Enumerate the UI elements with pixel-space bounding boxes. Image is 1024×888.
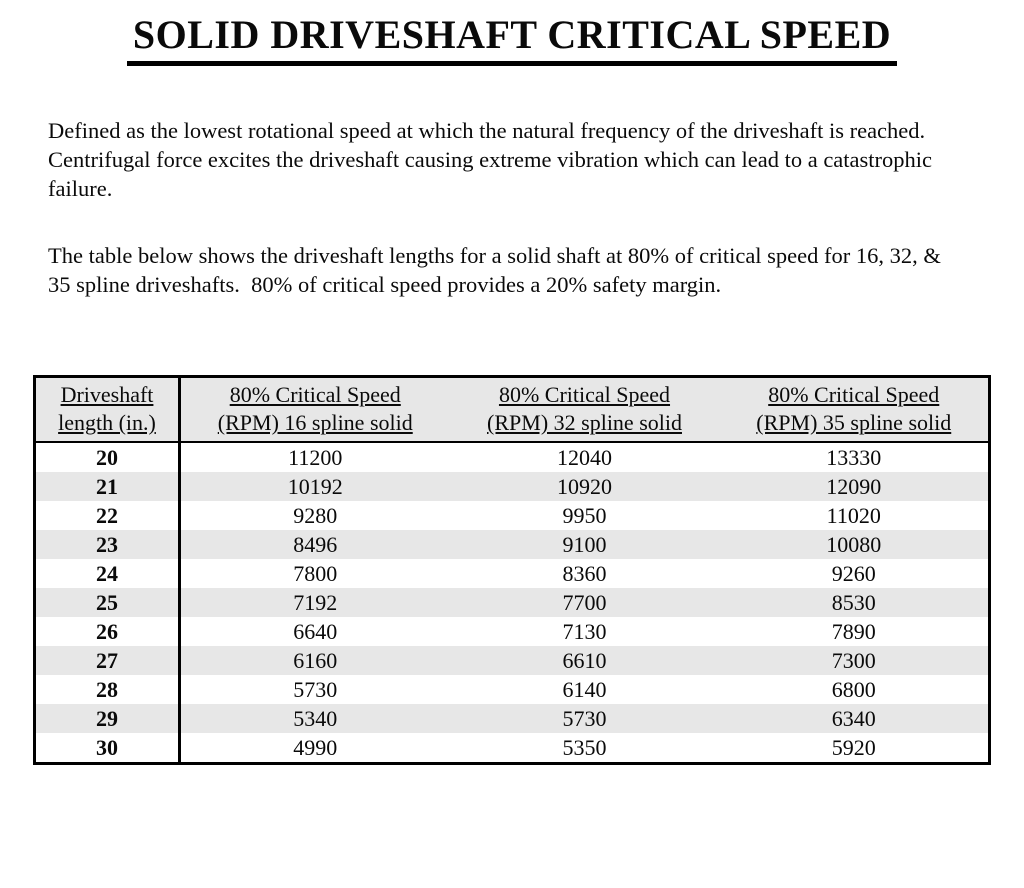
header-line: 80% Critical Speed — [498, 382, 671, 407]
header-line: (RPM) 32 spline solid — [487, 410, 682, 435]
rpm-value-cell: 12040 — [557, 445, 612, 470]
table-row: 20 11200 12040 13330 — [34, 442, 990, 472]
rpm-value-cell: 5340 — [293, 706, 338, 731]
rpm-value-cell: 13330 — [826, 445, 882, 470]
critical-speed-table: Driveshaft length (in.) 80% Critical Spe… — [33, 375, 991, 765]
header-line: Driveshaft — [60, 382, 154, 407]
table-row: 24 7800 8360 9260 — [34, 559, 990, 588]
title-container: SOLID DRIVESHAFT CRITICAL SPEED — [0, 0, 1024, 66]
driveshaft-length-cell: 26 — [34, 617, 181, 646]
rpm-value-cell: 10920 — [557, 474, 612, 499]
rpm-value-cell: 11200 — [288, 445, 343, 470]
column-header-35-spline: 80% Critical Speed (RPM) 35 spline solid — [719, 376, 990, 443]
rpm-value-cell: 5350 — [562, 735, 607, 760]
rpm-value-cell: 9950 — [562, 503, 607, 528]
driveshaft-length-cell: 22 — [34, 501, 181, 530]
definition-paragraph: Defined as the lowest rotational speed a… — [48, 118, 938, 201]
header-line: length (in.) — [58, 410, 156, 435]
driveshaft-length-cell: 24 — [34, 559, 181, 588]
header-line: (RPM) 35 spline solid — [756, 410, 952, 435]
rpm-value-cell: 6610 — [562, 648, 607, 673]
column-header-32-spline: 80% Critical Speed (RPM) 32 spline solid — [449, 376, 720, 443]
table-row: 22 9280 9950 11020 — [34, 501, 990, 530]
rpm-value-cell: 8530 — [831, 590, 876, 615]
table-row: 23 8496 9100 10080 — [34, 530, 990, 559]
rpm-value-cell: 11020 — [826, 503, 881, 528]
rpm-value-cell: 10192 — [287, 474, 343, 499]
rpm-value-cell: 5920 — [831, 735, 876, 760]
rpm-value-cell: 4990 — [293, 735, 338, 760]
driveshaft-length-cell: 20 — [34, 442, 181, 472]
rpm-value-cell: 6640 — [293, 619, 338, 644]
rpm-value-cell: 9280 — [293, 503, 338, 528]
table-row: 25 7192 7700 8530 — [34, 588, 990, 617]
rpm-value-cell: 8360 — [562, 561, 607, 586]
table-row: 29 5340 5730 6340 — [34, 704, 990, 733]
table-row: 27 6160 6610 7300 — [34, 646, 990, 675]
driveshaft-length-cell: 25 — [34, 588, 181, 617]
table-body: 20 11200 12040 13330 21 10192 10920 12090 22 9280… — [34, 442, 990, 764]
header-line: 80% Critical Speed — [229, 382, 401, 407]
rpm-value-cell: 7130 — [562, 619, 607, 644]
rpm-value-cell: 6140 — [562, 677, 607, 702]
table-row: 28 5730 6140 6800 — [34, 675, 990, 704]
page-title: SOLID DRIVESHAFT CRITICAL SPEED — [126, 14, 898, 66]
rpm-value-cell: 6340 — [831, 706, 876, 731]
table-row: 30 4990 5350 5920 — [34, 733, 990, 764]
table-description-paragraph: The table below shows the driveshaft len… — [48, 243, 947, 297]
rpm-value-cell: 10080 — [826, 532, 882, 557]
rpm-value-cell: 7192 — [293, 590, 338, 615]
rpm-value-cell: 12090 — [826, 474, 882, 499]
driveshaft-length-cell: 29 — [34, 704, 181, 733]
table-row: 21 10192 10920 12090 — [34, 472, 990, 501]
header-line: (RPM) 16 spline solid — [217, 410, 413, 435]
rpm-value-cell: 9260 — [831, 561, 876, 586]
rpm-value-cell: 6800 — [831, 677, 876, 702]
rpm-value-cell: 5730 — [293, 677, 338, 702]
table-header: Driveshaft length (in.) 80% Critical Spe… — [34, 376, 990, 443]
rpm-value-cell: 7300 — [831, 648, 876, 673]
rpm-value-cell: 5730 — [562, 706, 607, 731]
table-header-row: Driveshaft length (in.) 80% Critical Spe… — [34, 376, 990, 443]
driveshaft-length-cell: 27 — [34, 646, 181, 675]
rpm-value-cell: 7800 — [293, 561, 338, 586]
column-header-driveshaft-length: Driveshaft length (in.) — [34, 376, 181, 443]
rpm-value-cell: 8496 — [293, 532, 338, 557]
header-line: 80% Critical Speed — [768, 382, 940, 407]
rpm-value-cell: 7890 — [831, 619, 876, 644]
table-row: 26 6640 7130 7890 — [34, 617, 990, 646]
driveshaft-length-cell: 28 — [34, 675, 181, 704]
rpm-value-cell: 7700 — [562, 590, 607, 615]
column-header-16-spline: 80% Critical Speed (RPM) 16 spline solid — [179, 376, 450, 443]
rpm-value-cell: 6160 — [293, 648, 338, 673]
rpm-value-cell: 9100 — [562, 532, 607, 557]
driveshaft-length-cell: 30 — [34, 733, 181, 764]
driveshaft-length-cell: 23 — [34, 530, 181, 559]
driveshaft-length-cell: 21 — [34, 472, 181, 501]
